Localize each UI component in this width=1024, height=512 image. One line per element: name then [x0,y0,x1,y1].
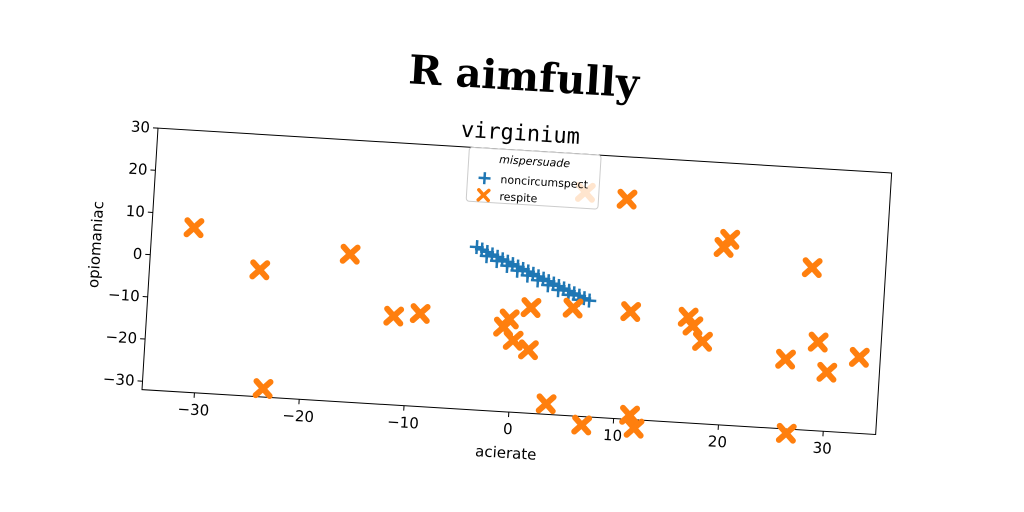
y-tick-label: −20 [105,328,138,348]
point-noncircumspect [551,283,566,298]
point-noncircumspect [510,263,525,278]
legend-label-noncircumspect: noncircumspect [500,173,589,191]
x-axis-label: acierate [475,442,537,464]
x-tick-label: 10 [603,426,623,445]
y-tick-label: −30 [102,370,135,390]
point-respite [801,257,823,279]
y-tick-label: 0 [132,245,143,264]
point-respite [339,243,361,265]
point-respite [562,297,584,319]
point-respite [775,422,797,444]
point-respite [816,361,838,383]
point-respite [535,393,557,415]
x-tick-label: −30 [177,400,210,420]
chart-suptitle: R aimfully [407,46,642,107]
y-tick-label: 20 [128,160,148,179]
point-respite [807,331,829,353]
point-respite [409,303,431,324]
legend-marker-noncircumspect [478,172,491,185]
point-respite [682,315,704,337]
x-tick-label: 0 [502,420,513,439]
point-respite [383,305,405,327]
point-respite [848,346,870,368]
chart-marks [183,181,870,444]
point-noncircumspect [541,278,556,293]
y-axis-label: opiomaniac [84,201,107,289]
x-tick-label: −20 [282,406,315,426]
point-respite [616,188,638,210]
y-tick-label: 10 [125,202,145,221]
legend-label-respite: respite [499,190,538,205]
point-respite [520,297,542,318]
y-tick-label: −10 [108,285,141,305]
y-tick-label: 30 [130,117,150,136]
point-respite [183,217,205,239]
chart-title: virginium [460,118,581,150]
point-respite [623,417,645,439]
point-noncircumspect [500,258,515,273]
point-respite [692,330,713,352]
point-respite [252,378,274,399]
legend: mispersuade noncircumspect respite [465,146,602,210]
x-tick-label: 20 [707,432,727,451]
point-respite [775,348,796,370]
point-respite [619,404,641,426]
point-respite [502,329,524,351]
x-tick-label: −10 [387,413,420,433]
point-noncircumspect [530,273,545,288]
x-axis-ticks: −30 −20 −10 0 10 20 30 [177,392,832,458]
point-respite [620,301,642,322]
point-noncircumspect [520,268,535,283]
legend-title: mispersuade [499,153,571,170]
point-noncircumspect [479,249,494,264]
point-respite [249,259,271,281]
y-axis-ticks: −30 −20 −10 0 10 20 30 [102,117,159,390]
point-noncircumspect [489,253,505,269]
point-respite [498,308,520,330]
point-respite [571,414,593,436]
legend-box [465,146,602,210]
legend-marker-respite [476,188,491,203]
x-tick-label: 30 [812,439,832,458]
point-respite [719,228,741,250]
point-respite [517,339,539,361]
